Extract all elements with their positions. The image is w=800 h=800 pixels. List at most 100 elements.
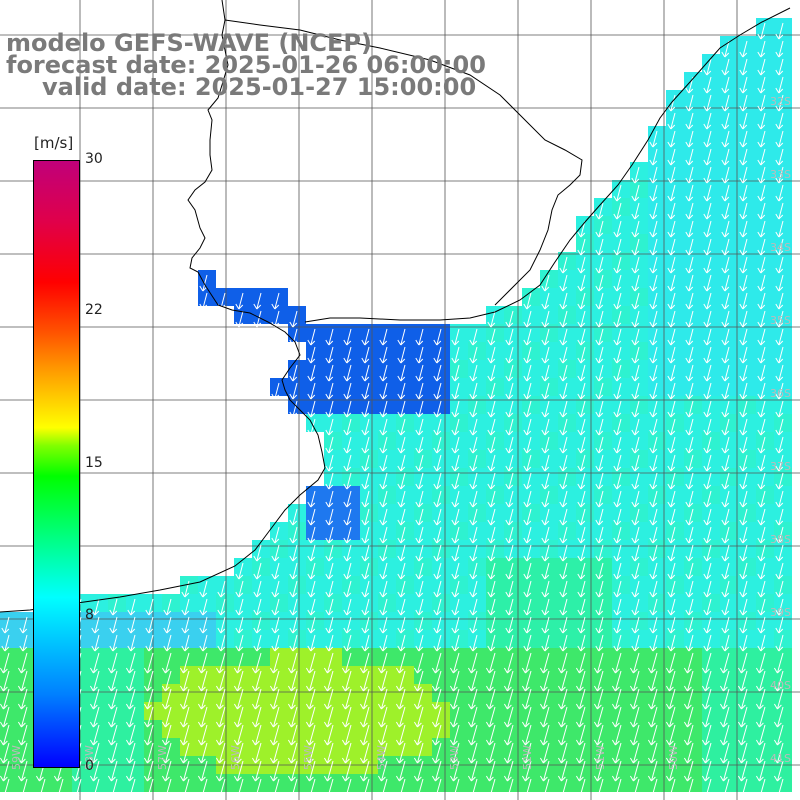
wind-speed-cell	[702, 468, 720, 486]
wind-speed-cell	[774, 216, 792, 234]
wind-arrow	[613, 418, 622, 436]
wind-arrow	[487, 418, 496, 436]
wind-arrow	[557, 760, 568, 782]
wind-speed-cell	[504, 522, 522, 540]
lon-label: 57W	[156, 745, 169, 770]
wind-speed-cell	[684, 342, 702, 360]
wind-arrow	[577, 472, 586, 490]
wind-speed-cell	[702, 702, 720, 720]
wind-arrow	[739, 382, 748, 400]
wind-arrow	[721, 76, 730, 94]
model-title: modelo GEFS-WAVE (NCEP)	[6, 29, 372, 57]
wind-speed-cell	[774, 630, 792, 648]
wind-arrow	[523, 436, 532, 454]
wind-speed-cell	[648, 252, 666, 270]
wind-speed-cell	[612, 234, 630, 252]
wind-speed-cell	[504, 594, 522, 612]
wind-arrow	[289, 310, 298, 328]
lat-label: 33S	[770, 168, 791, 181]
wind-arrow	[379, 328, 388, 346]
wind-arrow	[361, 562, 370, 580]
wind-speed-cell	[432, 342, 450, 360]
wind-arrow	[505, 562, 514, 580]
wind-arrow	[431, 670, 442, 692]
wind-speed-cell	[108, 612, 126, 630]
lon-label: 56W	[229, 745, 242, 770]
wind-speed-cell	[432, 432, 450, 450]
wind-arrow	[755, 706, 766, 728]
wind-speed-cell	[342, 720, 360, 738]
wind-arrow	[523, 346, 532, 364]
wind-arrow	[595, 364, 604, 382]
wind-speed-cell	[738, 162, 756, 180]
wind-arrow	[125, 778, 136, 800]
wind-speed-cell	[774, 774, 792, 792]
wind-arrow	[541, 400, 550, 418]
wind-arrow	[307, 598, 316, 616]
wind-arrow	[577, 634, 586, 652]
wind-speed-cell	[756, 594, 774, 612]
wind-speed-cell	[162, 612, 180, 630]
wind-speed-cell	[630, 630, 648, 648]
wind-speed-cell	[504, 486, 522, 504]
wind-arrow	[721, 616, 730, 634]
wind-arrow	[505, 400, 514, 418]
wind-arrow	[323, 652, 334, 674]
wind-arrow	[739, 130, 748, 148]
wind-arrow	[505, 580, 514, 598]
wind-speed-cell	[666, 666, 684, 684]
wind-speed-cell	[702, 306, 720, 324]
wind-arrow	[667, 400, 676, 418]
wind-speed-cell	[252, 612, 270, 630]
wind-speed-cell	[702, 522, 720, 540]
wind-speed-cell	[630, 504, 648, 522]
wind-arrow	[703, 490, 712, 508]
wind-arrow	[89, 688, 100, 710]
wind-arrow	[721, 310, 730, 328]
wind-speed-cell	[720, 468, 738, 486]
wind-speed-cell	[756, 630, 774, 648]
wind-arrow	[757, 508, 766, 526]
wind-arrow	[739, 148, 748, 166]
wind-arrow	[755, 724, 766, 746]
wind-speed-cell	[774, 378, 792, 396]
wind-speed-cell	[306, 522, 324, 540]
wind-arrow	[595, 436, 604, 454]
wind-arrow	[577, 400, 586, 418]
wind-arrow	[721, 598, 730, 616]
wind-arrow	[271, 580, 280, 598]
wind-arrow	[289, 580, 298, 598]
wind-arrow	[485, 760, 496, 782]
wind-arrow	[559, 364, 568, 382]
wind-speed-cell	[648, 594, 666, 612]
wind-arrow	[0, 670, 10, 692]
wind-arrow	[757, 202, 766, 220]
wind-arrow	[487, 454, 496, 472]
wind-arrow	[539, 724, 550, 746]
wind-speed-cell	[450, 774, 468, 792]
forecast-date: forecast date: 2025-01-26 06:00:00	[6, 51, 486, 79]
wind-arrow	[199, 616, 208, 634]
wind-arrow	[775, 562, 784, 580]
wind-speed-cell	[684, 324, 702, 342]
wind-arrow	[107, 760, 118, 782]
wind-arrow	[17, 724, 28, 746]
wind-speed-cell	[396, 432, 414, 450]
wind-arrow	[541, 292, 550, 310]
wind-speed-cell	[666, 198, 684, 216]
wind-arrow	[469, 418, 478, 436]
wind-arrow	[307, 490, 316, 508]
wind-speed-cell	[774, 162, 792, 180]
wind-arrow	[721, 274, 730, 292]
wind-arrow	[361, 454, 370, 472]
wind-arrow	[739, 526, 748, 544]
wind-arrow	[289, 562, 298, 580]
wind-arrow	[721, 220, 730, 238]
wind-speed-cell	[468, 414, 486, 432]
wind-speed-cell	[576, 324, 594, 342]
wind-arrow	[773, 742, 784, 764]
wind-arrow	[559, 310, 568, 328]
wind-arrow	[521, 670, 532, 692]
wind-speed-cell	[522, 540, 540, 558]
wind-speed-cell	[342, 324, 360, 342]
